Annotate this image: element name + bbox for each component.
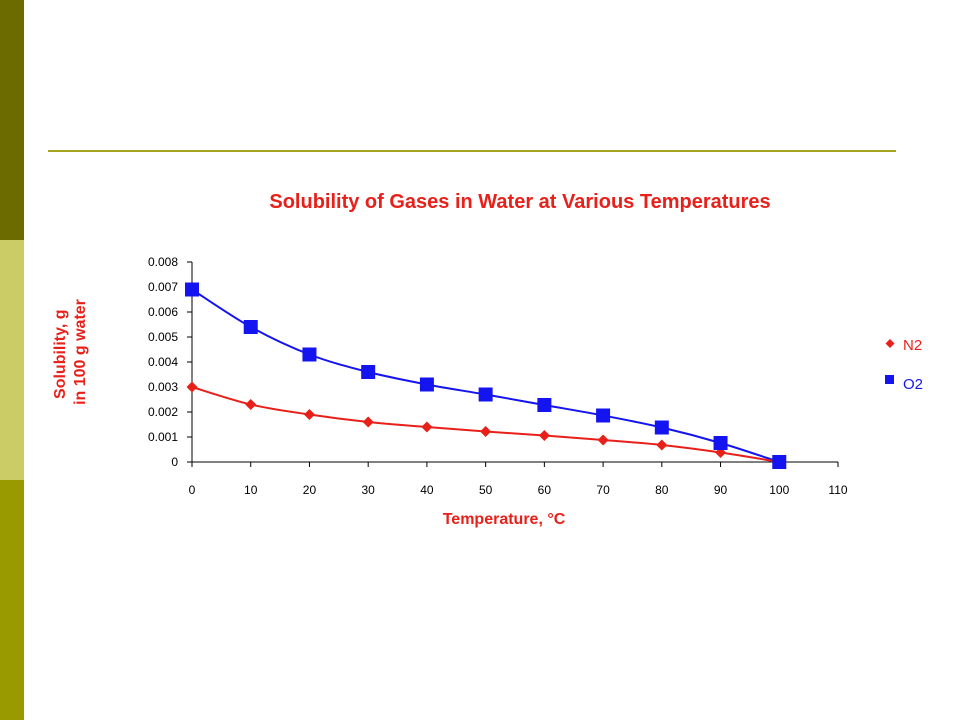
x-tick-label: 0 [189, 483, 196, 497]
n2-point [597, 434, 609, 446]
n2-point [421, 421, 433, 433]
legend-o2-marker [885, 375, 894, 384]
legend-item-n2: N2 [885, 337, 922, 354]
y-tick-label: 0.006 [148, 305, 178, 319]
o2-point [243, 320, 258, 334]
legend: N2 O2 [885, 337, 923, 393]
o2-point [361, 365, 376, 379]
x-tick-label: 60 [538, 483, 552, 497]
y-tick-label: 0.005 [148, 330, 178, 344]
legend-n2-marker [885, 339, 895, 348]
y-tick-label: 0.002 [148, 405, 178, 419]
n2-point [480, 426, 492, 437]
o2-point [419, 377, 434, 392]
x-tick-label: 70 [596, 483, 610, 497]
o2-point [772, 455, 787, 469]
axes: 0 0.001 0.002 0.003 0.004 0.005 0.006 0.007 0.00… [148, 255, 848, 497]
y-tick-label: 0.007 [148, 280, 178, 294]
x-tick-label: 100 [769, 483, 789, 497]
o2-point [302, 347, 317, 362]
n2-point [186, 381, 198, 393]
y-axis-title-line2: in 100 g water [72, 299, 89, 405]
y-axis-title-line1: Solubility, g [52, 309, 69, 398]
legend-n2-label: N2 [903, 337, 922, 354]
chart-title: Solubility of Gases in Water at Various … [269, 191, 770, 213]
n2-point [538, 430, 550, 441]
n2-point [303, 409, 315, 420]
o2-point [185, 282, 199, 297]
x-tick-label: 50 [479, 483, 493, 497]
legend-item-o2: O2 [885, 375, 923, 393]
x-tick-label: 80 [655, 483, 669, 497]
x-tick-label: 10 [244, 483, 258, 497]
o2-point [537, 398, 552, 412]
y-tick-label: 0.004 [148, 355, 178, 369]
legend-o2-label: O2 [903, 376, 923, 393]
series-layer [185, 282, 787, 469]
side-bar-bottom [0, 480, 24, 720]
x-axis-title: Temperature, °C [443, 511, 566, 528]
x-tick-label: 110 [828, 483, 847, 497]
o2-point [713, 436, 728, 450]
o2-point [478, 387, 493, 402]
y-tick-label: 0.001 [148, 430, 178, 444]
y-axis-title: Solubility, g in 100 g water [52, 299, 89, 405]
x-tick-label: 30 [362, 483, 376, 497]
o2-point [654, 420, 669, 435]
y-tick-label: 0 [171, 455, 178, 469]
side-bar-top [0, 0, 24, 240]
x-tick-label: 40 [420, 483, 434, 497]
n2-point [362, 416, 374, 428]
n2-point [245, 399, 257, 410]
y-tick-label: 0.003 [148, 380, 178, 394]
x-tick-label: 90 [714, 483, 728, 497]
x-tick-label: 20 [303, 483, 317, 497]
side-bar-middle [0, 240, 24, 480]
title-rule [48, 150, 896, 152]
y-tick-label: 0.008 [148, 255, 178, 269]
n2-point [656, 439, 668, 451]
o2-point [596, 408, 611, 423]
